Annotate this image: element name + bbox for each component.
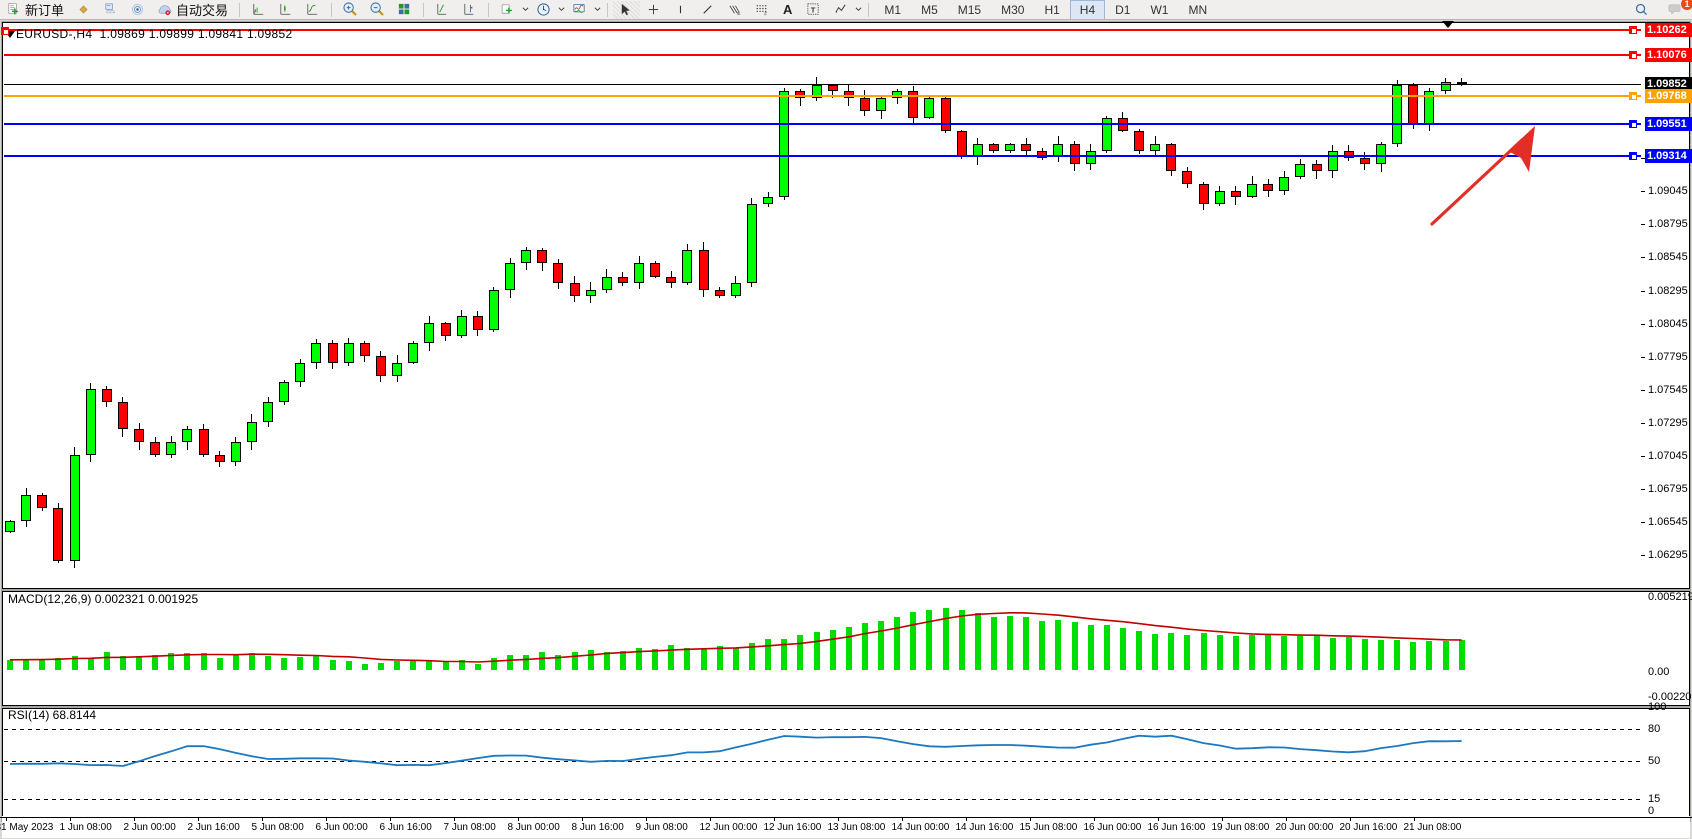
svg-text:E: E: [737, 11, 740, 16]
svg-text:T: T: [811, 5, 816, 14]
svg-text:F: F: [764, 12, 767, 17]
